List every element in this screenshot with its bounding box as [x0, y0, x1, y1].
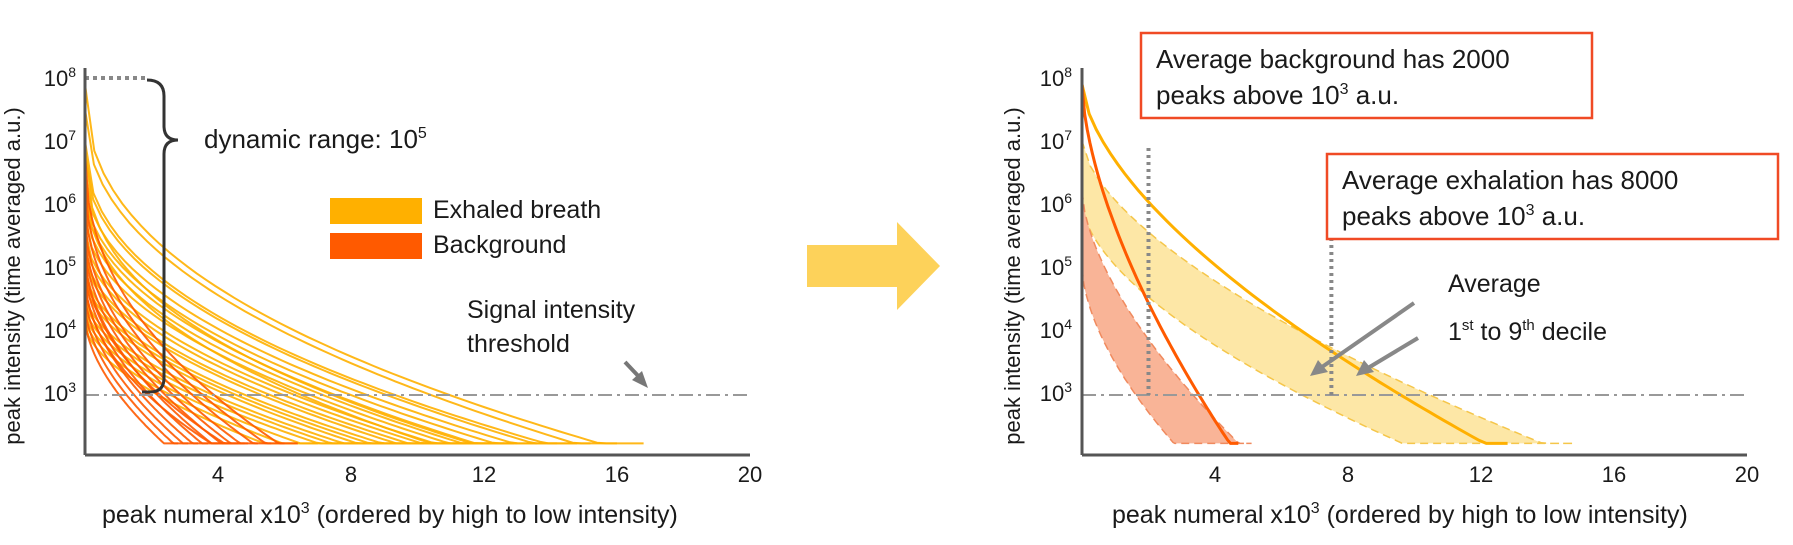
- left-x-axis-label: peak numeral x103 (ordered by high to lo…: [102, 500, 678, 529]
- y-tick-label: 107: [1040, 127, 1072, 154]
- left-y-axis-label: peak intensity (time averaged a.u.): [0, 107, 25, 445]
- right-average-curves: [1080, 83, 1508, 445]
- exhaled-breath-curve: [84, 216, 491, 445]
- x-tick-label: 16: [1602, 462, 1626, 487]
- callout-exhalation-line1: Average exhalation has 8000: [1342, 165, 1678, 195]
- dynamic-range-brace: [142, 78, 179, 394]
- x-tick-label: 16: [605, 462, 629, 487]
- left-panel: peak intensity (time averaged a.u.) 108 …: [0, 64, 762, 529]
- legend-swatch-background: [330, 233, 422, 259]
- decile-label: 1st to 9th decile: [1448, 317, 1607, 346]
- exhaled-breath-curve: [84, 178, 471, 445]
- x-tick-label: 20: [738, 462, 762, 487]
- x-tick-label: 12: [472, 462, 496, 487]
- background-curve: [84, 153, 298, 445]
- background-curve: [84, 197, 272, 445]
- x-tick-label: 4: [1209, 462, 1221, 487]
- legend-label-background: Background: [433, 231, 566, 259]
- y-tick-label: 105: [44, 253, 76, 280]
- exhaled-breath-curve: [84, 235, 465, 445]
- threshold-label-line1: Signal intensity: [467, 296, 636, 324]
- callout-box-background: [1139, 31, 1594, 120]
- exhaled-breath-curve: [84, 153, 578, 445]
- average-pointer-arrow-shaft: [1320, 301, 1416, 369]
- right-x-axis-label: peak numeral x103 (ordered by high to lo…: [1112, 500, 1688, 529]
- right-arrow-icon: [807, 222, 940, 310]
- exhaled-breath-curve: [84, 310, 338, 445]
- exhaled-decile-band: [1081, 140, 1575, 445]
- exhaled-breath-curve: [84, 140, 591, 445]
- dynamic-range-label: dynamic range: 105: [204, 124, 427, 154]
- y-tick-label: 108: [44, 64, 76, 91]
- exhaled-breath-curve: [84, 203, 504, 445]
- background-curve: [84, 266, 218, 445]
- right-x-tick-labels: 4 8 12 16 20: [1209, 462, 1759, 487]
- background-curve: [84, 216, 258, 445]
- x-tick-label: 8: [1342, 462, 1354, 487]
- average-background-curve: [1080, 84, 1239, 445]
- background-decile-band: [1081, 191, 1252, 445]
- threshold-pointer-arrowhead: [632, 371, 648, 388]
- exhaled-breath-curve: [84, 273, 411, 445]
- exhaled-breath-curve: [84, 317, 318, 445]
- y-tick-label: 108: [1040, 64, 1072, 91]
- y-tick-label: 103: [44, 379, 76, 406]
- average-label: Average: [1448, 270, 1541, 298]
- callout-background-line2: peaks above 103 a.u.: [1156, 80, 1399, 110]
- background-curve: [84, 248, 245, 445]
- y-tick-label: 104: [44, 316, 76, 343]
- right-y-tick-labels: 108 107 106 105 104 103: [1040, 64, 1072, 406]
- legend-label-exhaled: Exhaled breath: [433, 196, 601, 224]
- y-tick-label: 106: [44, 190, 76, 217]
- right-panel: peak intensity (time averaged a.u.) 108 …: [1000, 31, 1780, 529]
- right-decile-bands: [1081, 140, 1575, 445]
- background-curve: [84, 229, 248, 445]
- right-y-axis-label: peak intensity (time averaged a.u.): [1000, 107, 1025, 445]
- background-curve: [84, 317, 179, 445]
- y-tick-label: 103: [1040, 379, 1072, 406]
- callout-background-line1: Average background has 2000: [1156, 44, 1510, 74]
- threshold-label-line2: threshold: [467, 330, 570, 358]
- exhaled-breath-curve: [84, 184, 538, 445]
- x-tick-label: 12: [1469, 462, 1493, 487]
- callout-exhalation-line2: peaks above 103 a.u.: [1342, 201, 1585, 231]
- legend-swatch-exhaled: [330, 198, 422, 224]
- left-x-tick-labels: 4 8 12 16 20: [212, 462, 762, 487]
- background-curve: [84, 292, 198, 445]
- exhaled-breath-curve: [84, 304, 358, 445]
- decile-pointer-arrowhead: [1356, 360, 1374, 376]
- background-curve: [84, 304, 189, 445]
- average-exhalation-curve: [1080, 83, 1508, 445]
- x-tick-label: 4: [212, 462, 224, 487]
- exhaled-breath-curve: [84, 84, 644, 445]
- background-curve: [84, 178, 285, 445]
- left-y-tick-labels: 108 107 106 105 104 103: [44, 64, 76, 406]
- x-tick-label: 8: [345, 462, 357, 487]
- exhaled-breath-curve: [84, 147, 514, 445]
- x-tick-label: 20: [1735, 462, 1759, 487]
- left-curves: [84, 84, 644, 445]
- decile-pointer-arrow-shaft: [1366, 336, 1420, 370]
- background-curve: [84, 273, 232, 445]
- background-curve: [84, 254, 228, 445]
- y-tick-label: 106: [1040, 190, 1072, 217]
- callout-box-exhalation: [1325, 152, 1780, 241]
- y-tick-label: 105: [1040, 253, 1072, 280]
- exhaled-breath-curve: [84, 191, 518, 445]
- legend: Exhaled breath Background: [330, 196, 601, 259]
- exhaled-breath-curve: [84, 109, 617, 445]
- average-pointer-arrowhead: [1310, 360, 1328, 376]
- y-tick-label: 104: [1040, 316, 1072, 343]
- y-tick-label: 107: [44, 127, 76, 154]
